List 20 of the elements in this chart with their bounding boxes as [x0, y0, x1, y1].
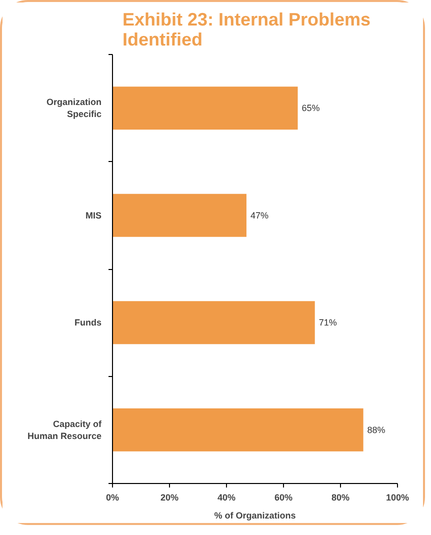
- chart-title: Exhibit 23: Internal Problems Identified: [122, 10, 371, 50]
- x-tick-label: 60%: [274, 492, 293, 502]
- x-tick-label: 80%: [331, 492, 350, 502]
- y-tick-label: Capacity of Human Resource: [27, 418, 103, 441]
- bar: [112, 408, 364, 452]
- y-tick-label: Organization Specific: [46, 97, 102, 120]
- data-label: 71%: [318, 318, 337, 328]
- y-tick-label: MIS: [86, 210, 102, 220]
- y-tick-label: Funds: [74, 318, 102, 328]
- x-tick-label: 20%: [160, 492, 179, 502]
- bar: [112, 86, 298, 130]
- x-tick-label: 40%: [217, 492, 236, 502]
- x-axis-title: % of Organizations: [214, 510, 296, 520]
- x-tick-label: 100%: [386, 492, 410, 502]
- bar: [112, 194, 246, 237]
- bar: [112, 301, 315, 344]
- x-tick-label: 0%: [106, 492, 120, 502]
- data-label: 47%: [250, 210, 268, 220]
- data-label: 65%: [302, 103, 320, 114]
- data-label: 88%: [367, 424, 386, 435]
